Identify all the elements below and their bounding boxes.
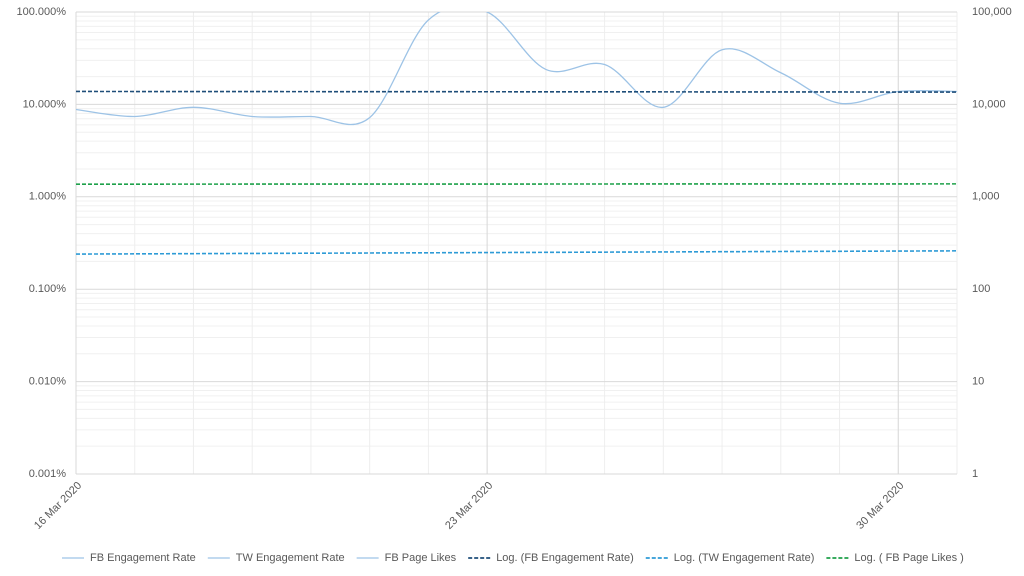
- grid: [75, 11, 958, 475]
- y-tick-label: 100.000%: [16, 6, 66, 18]
- y2-tick-label: 10: [972, 376, 984, 388]
- y2-tick-label: 1: [972, 468, 978, 480]
- x-tick-label: 23 Mar 2020: [443, 480, 495, 532]
- legend-label: Log. (TW Engagement Rate): [674, 552, 815, 564]
- y-tick-label: 1.000%: [29, 191, 67, 203]
- legend-label: Log. ( FB Page Likes ): [854, 552, 963, 564]
- x-tick-label: 30 Mar 2020: [854, 480, 906, 532]
- y-tick-label: 0.100%: [29, 283, 67, 295]
- plot-area: [76, 12, 957, 255]
- y-tick-label: 0.001%: [29, 468, 67, 480]
- x-tick-label: 16 Mar 2020: [32, 480, 84, 532]
- y-tick-label: 0.010%: [29, 376, 67, 388]
- y2-tick-label: 1,000: [972, 191, 1000, 203]
- y2-tick-label: 100: [972, 283, 990, 295]
- y-tick-label: 10.000%: [23, 98, 67, 110]
- y2-tick-label: 100,000: [972, 6, 1012, 18]
- y2-tick-label: 10,000: [972, 98, 1006, 110]
- trendline: [76, 250, 957, 255]
- legend-label: FB Engagement Rate: [90, 552, 196, 564]
- legend-label: Log. (FB Engagement Rate): [496, 552, 634, 564]
- legend-label: TW Engagement Rate: [236, 552, 345, 564]
- legend-label: FB Page Likes: [385, 552, 457, 564]
- labels: 0.001% 0.010% 0.100% 1.000% 10.000% 100.000% 1…: [16, 6, 1011, 564]
- series-line: [76, 12, 957, 126]
- trendline: [76, 90, 957, 93]
